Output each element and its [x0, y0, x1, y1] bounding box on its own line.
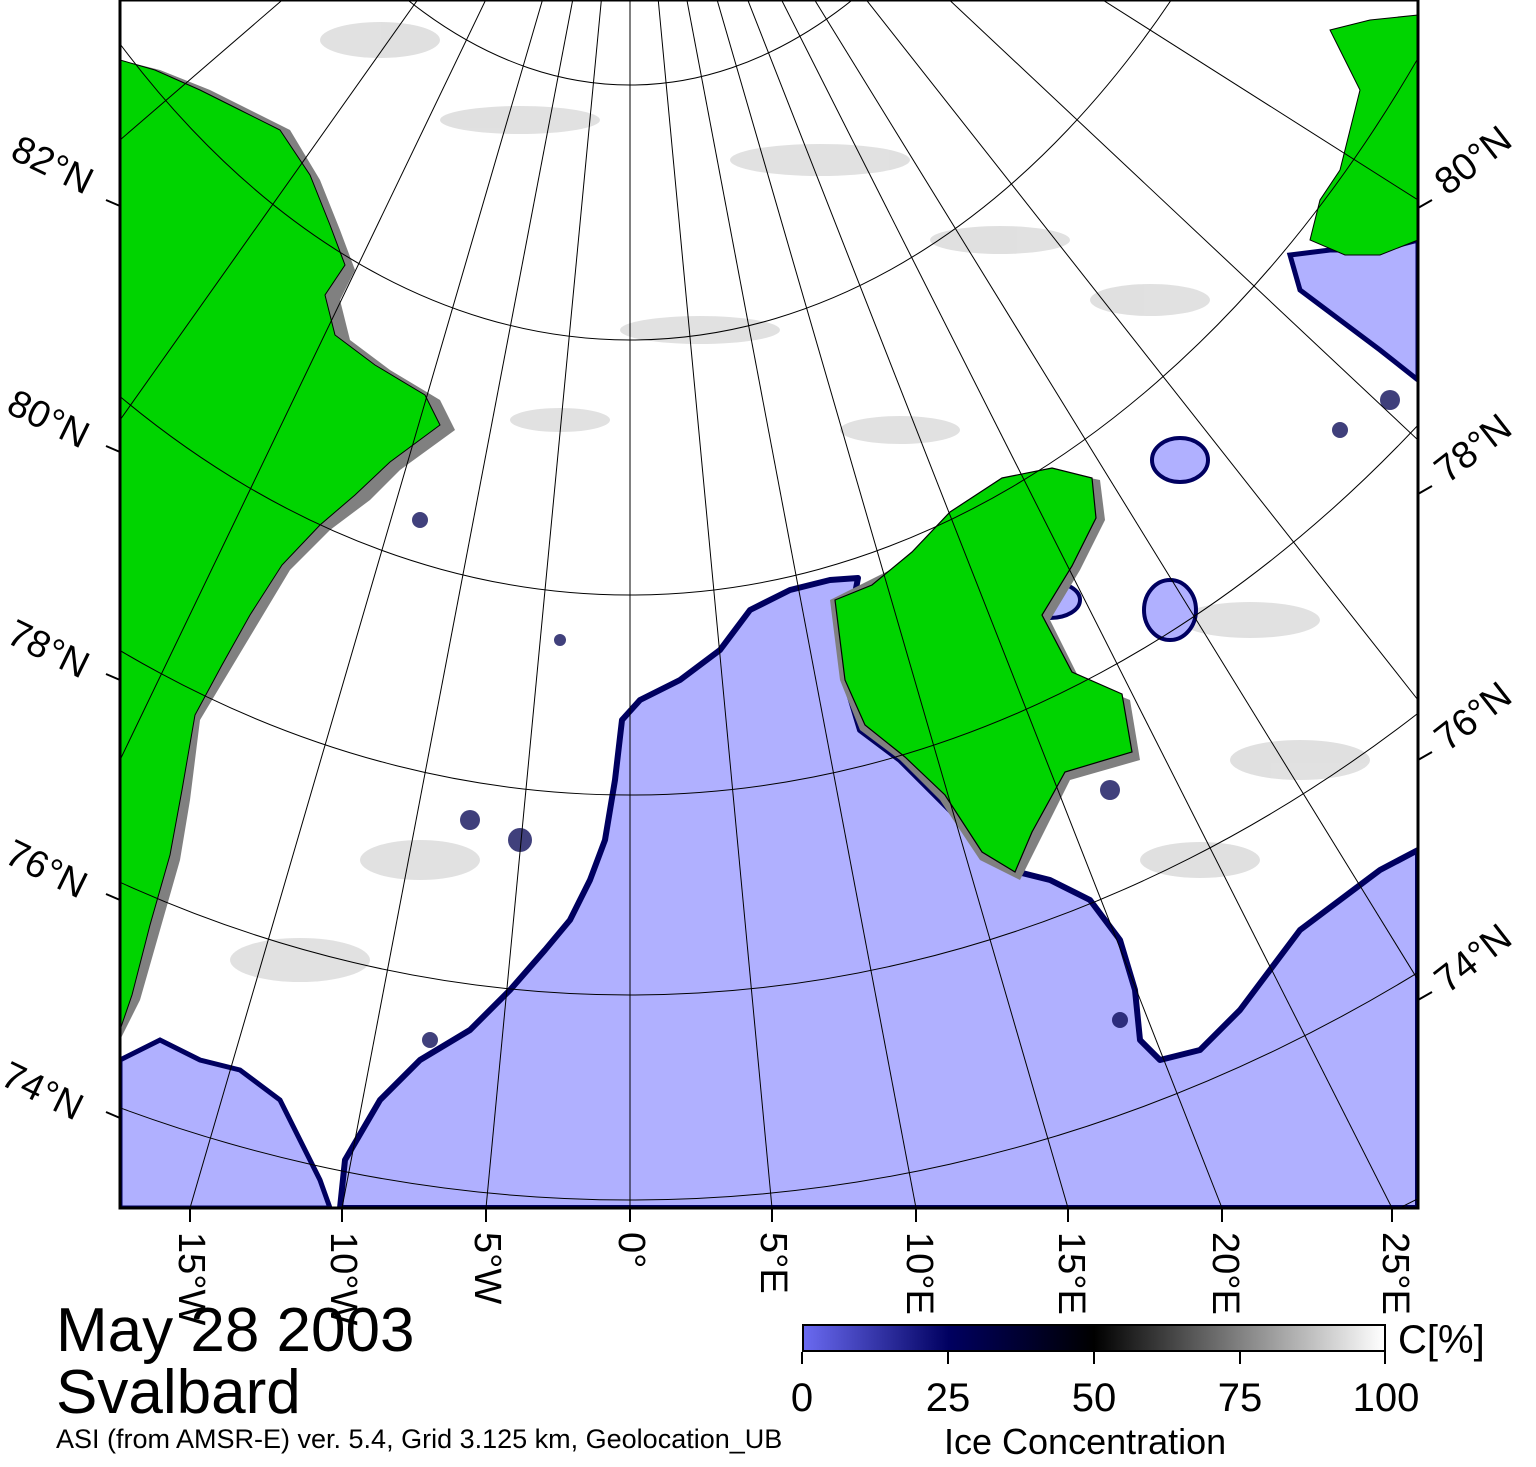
colorbar-tick-label: 0: [790, 1376, 814, 1420]
colorbar-tick-label: 100: [1352, 1376, 1420, 1420]
ice-texture: [230, 22, 1370, 982]
colorbar-tick-label: 25: [925, 1376, 971, 1420]
colorbar-unit: C[%]: [1398, 1318, 1485, 1362]
colorbar-tick-label: 50: [1071, 1376, 1117, 1420]
colorbar-tick: [1093, 1352, 1095, 1364]
lon-label: 5°W: [466, 1232, 508, 1305]
colorbar-tick: [1239, 1352, 1241, 1364]
colorbar: [802, 1324, 1386, 1352]
lon-label: 20°E: [1204, 1232, 1246, 1315]
franz-josef-land: [1309, 14, 1418, 256]
colorbar-tick: [1384, 1352, 1386, 1364]
source-note: ASI (from AMSR-E) ver. 5.4, Grid 3.125 k…: [56, 1424, 783, 1454]
lon-label: 5°E: [752, 1232, 794, 1294]
colorbar-tick: [801, 1352, 803, 1364]
lon-label: 25°E: [1374, 1232, 1416, 1315]
ice-edge-patches: [412, 390, 1400, 1048]
lon-label: 15°E: [1050, 1232, 1092, 1315]
svalbard-land: [834, 467, 1133, 873]
region-title: Svalbard: [56, 1358, 301, 1427]
polynya: [1150, 436, 1210, 484]
colorbar-tick-label: 75: [1217, 1376, 1263, 1420]
colorbar-tick: [947, 1352, 949, 1364]
lon-label: 10°E: [898, 1232, 940, 1315]
date-title: May 28 2003: [56, 1296, 415, 1365]
polynya: [1142, 578, 1198, 642]
open-water-sw: [120, 1037, 333, 1208]
map-ticks: [105, 199, 1433, 1222]
greenland-land: [120, 59, 441, 1031]
ice-concentration-map: [105, 0, 1433, 1222]
lon-label: 0°: [610, 1232, 652, 1269]
map-border: [118, 0, 1420, 1210]
colorbar-title: Ice Concentration: [944, 1421, 1227, 1462]
graticule-meridians: [120, 0, 1418, 1208]
